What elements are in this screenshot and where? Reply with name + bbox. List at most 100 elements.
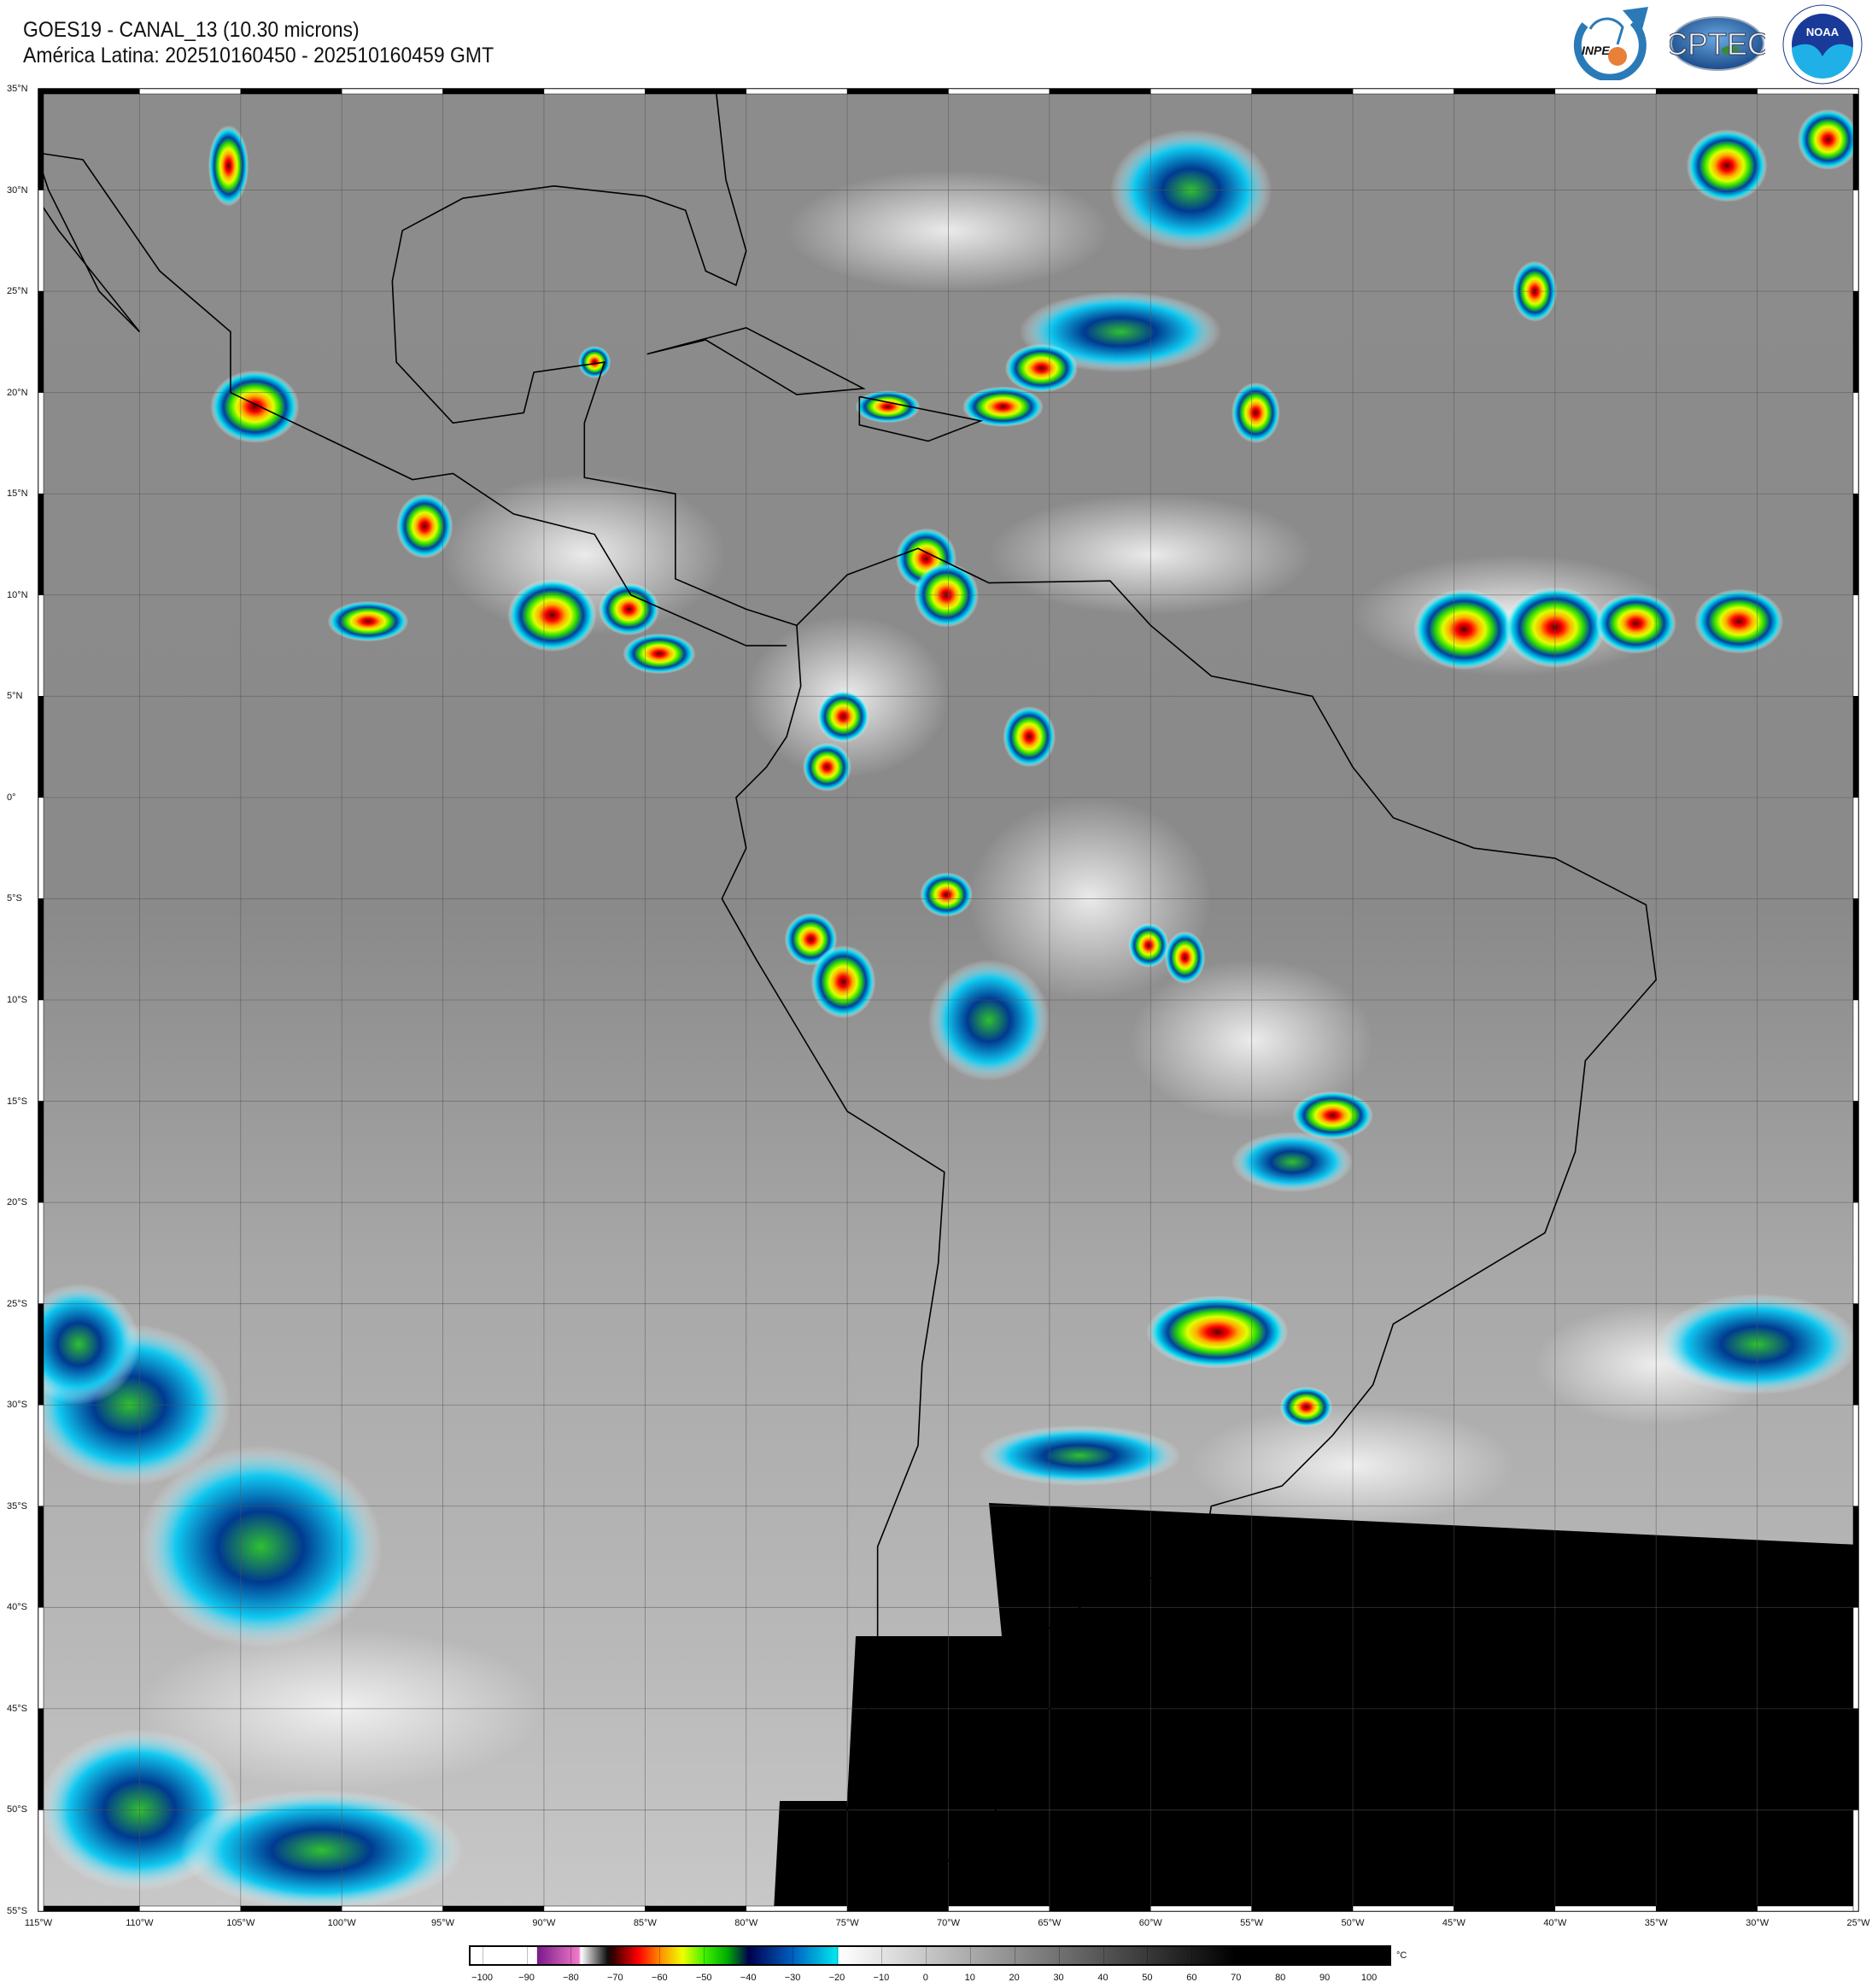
longitude-label: 60°W — [1138, 1918, 1162, 1928]
frame-tick-right — [1852, 1202, 1859, 1304]
map-title: GOES19 - CANAL_13 (10.30 microns) Améric… — [23, 17, 494, 68]
colorbar-tick-label: 60 — [1186, 1973, 1197, 1983]
frame-tick-top — [139, 88, 242, 95]
latitude-label: 45°S — [7, 1703, 27, 1714]
colorbar-tick-line — [1280, 1947, 1282, 1964]
frame-tick-bottom — [1150, 1905, 1252, 1912]
temperature-colorbar — [469, 1945, 1391, 1966]
cloud-band — [139, 1445, 383, 1648]
frame-tick-bottom — [1757, 1905, 1859, 1912]
longitude-label: 80°W — [734, 1918, 758, 1928]
frame-tick-top — [948, 88, 1050, 95]
convective-cell — [1797, 108, 1858, 170]
frame-tick-top — [1049, 88, 1151, 95]
latitude-label: 10°N — [7, 589, 28, 600]
colorbar-tick-line — [1058, 1947, 1060, 1964]
colorbar-tick-label: 90 — [1319, 1973, 1331, 1983]
longitude-label: 40°W — [1543, 1918, 1567, 1928]
colorbar-tick-label: 80 — [1275, 1973, 1286, 1983]
frame-tick-top — [543, 88, 646, 95]
colorbar-tick-label: 100 — [1360, 1973, 1378, 1983]
colorbar-tick-label: 10 — [964, 1973, 975, 1983]
longitude-label: 110°W — [126, 1918, 154, 1928]
convective-cell — [623, 633, 696, 675]
colorbar-tick-line — [748, 1947, 750, 1964]
frame-tick-right — [1852, 797, 1859, 899]
frame-tick-left — [38, 1810, 44, 1912]
frame-tick-top — [1352, 88, 1454, 95]
longitude-label: 95°W — [431, 1918, 455, 1928]
noaa-logo: NOAA — [1782, 4, 1863, 85]
convective-cell — [1686, 129, 1768, 202]
svg-text:INPE: INPE — [1582, 44, 1610, 57]
cloud-band — [179, 1789, 464, 1911]
colorbar-tick-label: 40 — [1097, 1973, 1109, 1983]
frame-tick-left — [38, 1708, 44, 1810]
frame-tick-top — [1757, 88, 1859, 95]
frame-tick-bottom — [645, 1905, 746, 1912]
convective-cell — [1004, 343, 1079, 393]
colorbar-tick-line — [526, 1947, 528, 1964]
longitude-label: 50°W — [1341, 1918, 1365, 1928]
frame-tick-top — [1150, 88, 1252, 95]
colorbar-tick-line — [925, 1947, 927, 1964]
frame-tick-left — [38, 1303, 44, 1406]
latitude-label: 30°N — [7, 184, 28, 196]
frame-tick-right — [1852, 290, 1859, 393]
cloud-band — [1019, 291, 1222, 372]
colorbar-unit: °C — [1396, 1950, 1407, 1961]
convective-cell — [210, 370, 300, 443]
frame-tick-left — [38, 493, 44, 596]
frame-tick-right — [1852, 898, 1859, 1001]
frame-tick-bottom — [543, 1905, 646, 1912]
latitude-label: 25°N — [7, 286, 28, 297]
longitude-label: 30°W — [1746, 1918, 1770, 1928]
frame-tick-bottom — [948, 1905, 1050, 1912]
colorbar-tick-line — [570, 1947, 572, 1964]
frame-tick-left — [38, 898, 44, 1001]
colorbar-tick-label: −40 — [740, 1973, 757, 1983]
cptec-logo: CPTEC — [1670, 16, 1765, 71]
colorbar-tick-line — [1369, 1947, 1371, 1964]
convective-cell — [1595, 593, 1676, 654]
convective-cell — [1128, 922, 1169, 968]
colorbar-tick-line — [836, 1947, 838, 1964]
coastline — [391, 89, 798, 627]
frame-tick-bottom — [746, 1905, 848, 1912]
cloud-band — [978, 1424, 1181, 1487]
coastline — [42, 153, 787, 646]
colorbar-tick-line — [1236, 1947, 1237, 1964]
colorbar-tick-label: −100 — [471, 1973, 493, 1983]
convective-cell — [816, 690, 870, 743]
frame-tick-right — [1852, 594, 1859, 697]
latitude-label: 15°N — [7, 488, 28, 500]
latitude-label: 55°S — [7, 1906, 27, 1916]
longitude-label: 75°W — [835, 1918, 859, 1928]
frame-tick-top — [645, 88, 746, 95]
latitude-label: 40°S — [7, 1602, 27, 1613]
convective-cell — [1413, 588, 1515, 670]
frame-tick-left — [38, 1404, 44, 1507]
colorbar-tick-line — [1147, 1947, 1149, 1964]
longitude-label: 45°W — [1442, 1918, 1465, 1928]
coastline — [858, 395, 984, 442]
longitude-label: 35°W — [1644, 1918, 1668, 1928]
latitude-label: 10°S — [7, 995, 27, 1005]
convective-cell — [1291, 1090, 1373, 1140]
latitude-label: 35°N — [7, 84, 28, 94]
svg-text:NOAA: NOAA — [1806, 26, 1840, 38]
colorbar-tick-label: −90 — [518, 1973, 535, 1983]
colorbar-tick-label: 20 — [1009, 1973, 1020, 1983]
convective-cell — [1003, 706, 1056, 768]
frame-tick-bottom — [1049, 1905, 1151, 1912]
frame-tick-right — [1852, 1810, 1859, 1912]
frame-tick-top — [442, 88, 545, 95]
colorbar-tick-label: −20 — [828, 1973, 845, 1983]
convective-cell — [1231, 382, 1280, 443]
convective-cell — [920, 872, 973, 917]
svg-text:CPTEC: CPTEC — [1670, 26, 1765, 61]
frame-tick-right — [1852, 1607, 1859, 1710]
frame-tick-right — [1852, 1506, 1859, 1608]
frame-tick-top — [341, 88, 443, 95]
latitude-label: 0° — [7, 792, 16, 803]
